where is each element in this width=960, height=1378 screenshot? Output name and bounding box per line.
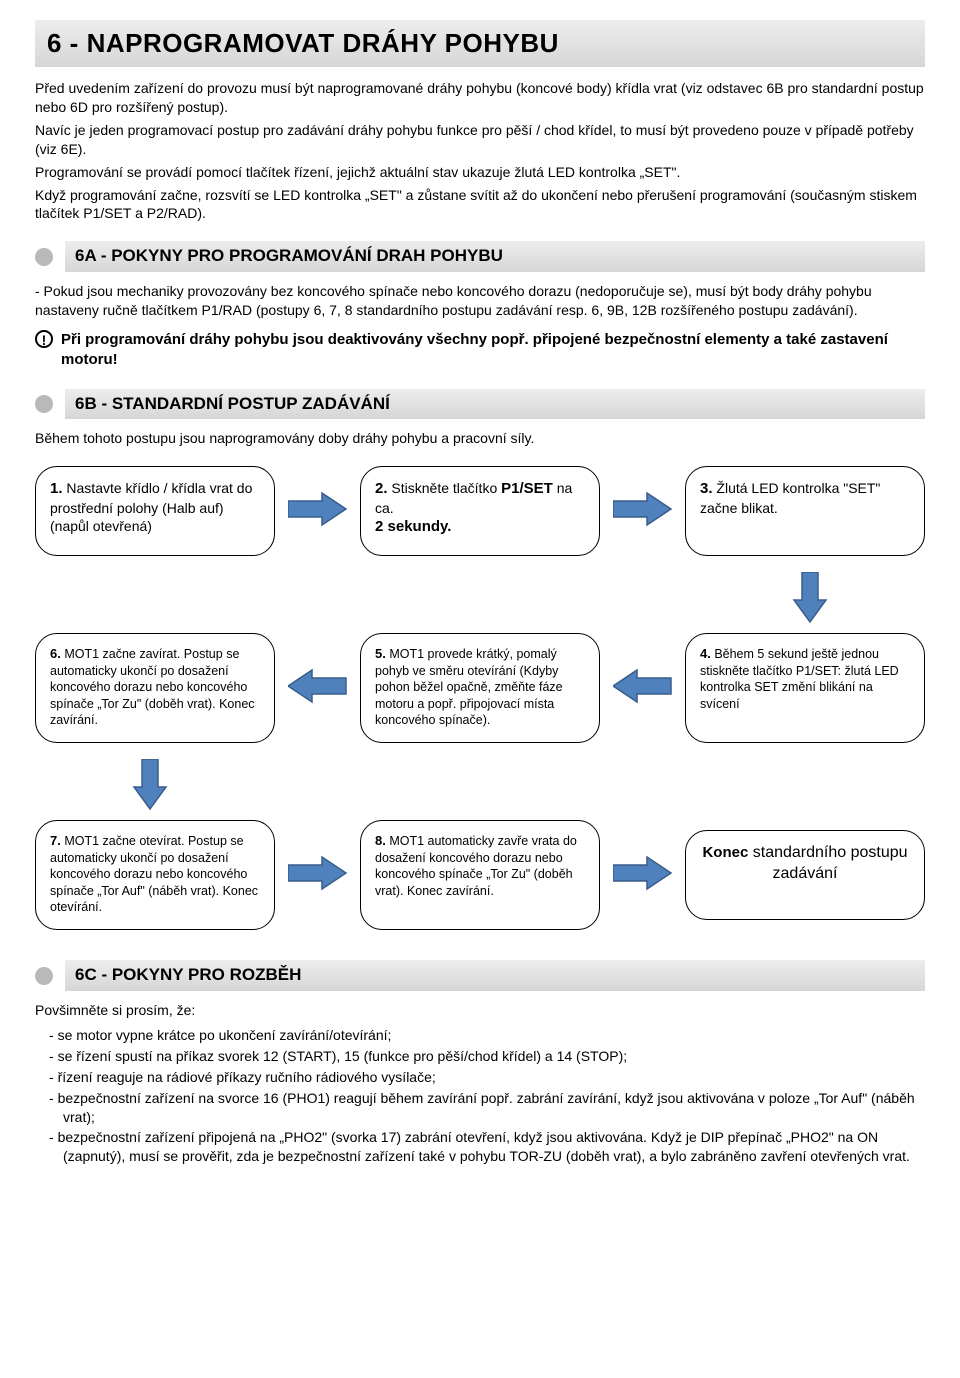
arrow-right-icon [613, 853, 673, 898]
main-title: 6 - NAPROGRAMOVAT DRÁHY POHYBU [47, 26, 913, 61]
arrow-right-icon [613, 489, 673, 534]
heading-6b: 6B - STANDARDNÍ POSTUP ZADÁVÁNÍ [75, 393, 915, 416]
step-end-text: standardního postupu zadávání [748, 844, 907, 882]
arrow-down-wrap [35, 759, 925, 816]
section-6a-body: - Pokud jsou mechaniky provozovány bez k… [35, 282, 925, 320]
step-2-t2: P1/SET [501, 480, 553, 497]
step-2-t1: Stiskněte tlačítko [388, 480, 502, 496]
section-6a-header: 6A - POKYNY PRO PROGRAMOVÁNÍ DRAH POHYBU [35, 241, 925, 272]
step-1: 1. Nastavte křídlo / křídla vrat do pros… [35, 466, 275, 556]
step-2-num: 2. [375, 480, 388, 497]
section-6b-body: Během tohoto postupu jsou naprogramovány… [35, 429, 925, 448]
list-item: bezpečnostní zařízení připojená na „PHO2… [49, 1128, 925, 1166]
s6c-intro: Povšimněte si prosím, že: [35, 1001, 925, 1020]
warning-icon: ! [35, 330, 53, 348]
step-6-text: MOT1 začne zavírat. Postup se automatick… [50, 647, 255, 727]
step-8-num: 8. [375, 833, 386, 848]
step-4-num: 4. [700, 646, 711, 661]
step-end: Konec standardního postupu zadávání [685, 830, 925, 920]
bullet-icon [35, 248, 53, 266]
bullet-icon [35, 395, 53, 413]
step-1-num: 1. [50, 480, 63, 497]
bullet-icon [35, 967, 53, 985]
step-7: 7. MOT1 začne otevírat. Postup se automa… [35, 820, 275, 930]
step-8: 8. MOT1 automaticky zavře vrata do dosaž… [360, 820, 600, 930]
step-6: 6. MOT1 začne zavírat. Postup se automat… [35, 633, 275, 743]
step-5-text: MOT1 provede krátký, pomalý pohyb ve smě… [375, 647, 563, 727]
section-6c-body: Povšimněte si prosím, že: se motor vypne… [35, 1001, 925, 1166]
step-3-num: 3. [700, 480, 713, 497]
list-item: bezpečnostní zařízení na svorce 16 (PHO1… [49, 1089, 925, 1127]
step-5-num: 5. [375, 646, 386, 661]
intro-block: Před uvedením zařízení do provozu musí b… [35, 79, 925, 223]
list-item: se řízení spustí na příkaz svorek 12 (ST… [49, 1047, 925, 1066]
section-6c-header: 6C - POKYNY PRO ROZBĚH [35, 960, 925, 991]
flow-row-2: 6. MOT1 začne zavírat. Postup se automat… [35, 633, 925, 743]
list-item: se motor vypne krátce po ukončení zavírá… [49, 1026, 925, 1045]
step-2-t4: 2 sekundy. [375, 518, 451, 535]
step-3-text: Žlutá LED kontrolka "SET" začne blikat. [700, 480, 880, 516]
warning-text: Při programování dráhy pohybu jsou deakt… [61, 330, 925, 371]
arrow-down-icon [790, 572, 830, 629]
arrow-left-icon [613, 666, 673, 711]
step-1-text: Nastavte křídlo / křídla vrat do prostře… [50, 480, 252, 534]
s6a-p1: - Pokud jsou mechaniky provozovány bez k… [35, 282, 925, 320]
intro-p1: Před uvedením zařízení do provozu musí b… [35, 79, 925, 117]
arrow-down-wrap [35, 572, 925, 629]
flow-row-1: 1. Nastavte křídlo / křídla vrat do pros… [35, 466, 925, 556]
main-title-bar: 6 - NAPROGRAMOVAT DRÁHY POHYBU [35, 20, 925, 67]
step-6-num: 6. [50, 646, 61, 661]
s6c-list: se motor vypne krátce po ukončení zavírá… [35, 1026, 925, 1166]
intro-p3: Programování se provádí pomocí tlačítek … [35, 163, 925, 182]
arrow-right-icon [288, 489, 348, 534]
arrow-down-icon [130, 759, 170, 816]
arrow-left-icon [288, 666, 348, 711]
s6b-p1: Během tohoto postupu jsou naprogramovány… [35, 429, 925, 448]
intro-p4: Když programování začne, rozsvítí se LED… [35, 186, 925, 224]
step-4: 4. Během 5 sekund ještě jednou stiskněte… [685, 633, 925, 743]
arrow-right-icon [288, 853, 348, 898]
warning-row: ! Při programování dráhy pohybu jsou dea… [35, 330, 925, 371]
step-7-num: 7. [50, 833, 61, 848]
step-2: 2. Stiskněte tlačítko P1/SET na ca. 2 se… [360, 466, 600, 556]
intro-p2: Navíc je jeden programovací postup pro z… [35, 121, 925, 159]
step-3: 3. Žlutá LED kontrolka "SET" začne blika… [685, 466, 925, 556]
heading-6c: 6C - POKYNY PRO ROZBĚH [75, 964, 915, 987]
flow-row-3: 7. MOT1 začne otevírat. Postup se automa… [35, 820, 925, 930]
step-5: 5. MOT1 provede krátký, pomalý pohyb ve … [360, 633, 600, 743]
step-7-text: MOT1 začne otevírat. Postup se automatic… [50, 834, 258, 914]
step-end-b: Konec [702, 844, 748, 861]
heading-6a: 6A - POKYNY PRO PROGRAMOVÁNÍ DRAH POHYBU [75, 245, 915, 268]
list-item: řízení reaguje na rádiové příkazy ručníh… [49, 1068, 925, 1087]
section-6b-header: 6B - STANDARDNÍ POSTUP ZADÁVÁNÍ [35, 389, 925, 420]
step-8-text: MOT1 automaticky zavře vrata do dosažení… [375, 834, 577, 897]
step-4-text: Během 5 sekund ještě jednou stiskněte tl… [700, 647, 899, 710]
